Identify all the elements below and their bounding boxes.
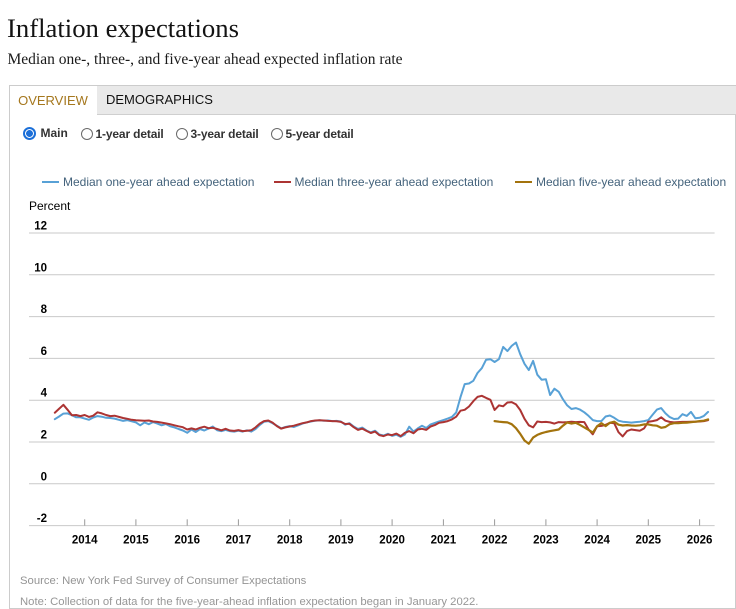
svg-text:-2: -2 bbox=[37, 513, 47, 525]
svg-text:2015: 2015 bbox=[123, 535, 149, 547]
svg-text:2022: 2022 bbox=[482, 535, 508, 547]
svg-text:8: 8 bbox=[41, 304, 48, 316]
svg-text:2020: 2020 bbox=[379, 535, 405, 547]
svg-text:2014: 2014 bbox=[72, 535, 98, 547]
svg-text:2016: 2016 bbox=[174, 535, 200, 547]
svg-text:12: 12 bbox=[34, 221, 47, 233]
svg-text:2019: 2019 bbox=[328, 535, 354, 547]
svg-text:2025: 2025 bbox=[636, 535, 662, 547]
svg-text:2021: 2021 bbox=[431, 535, 457, 547]
svg-text:2026: 2026 bbox=[687, 535, 713, 547]
svg-text:0: 0 bbox=[41, 471, 47, 483]
svg-text:2017: 2017 bbox=[226, 535, 252, 547]
svg-text:Percent: Percent bbox=[29, 199, 71, 213]
svg-text:2: 2 bbox=[41, 430, 47, 442]
svg-text:2018: 2018 bbox=[277, 535, 303, 547]
svg-text:4: 4 bbox=[41, 388, 48, 400]
svg-text:2024: 2024 bbox=[584, 535, 610, 547]
svg-text:2023: 2023 bbox=[533, 535, 559, 547]
svg-text:10: 10 bbox=[34, 262, 47, 274]
svg-text:6: 6 bbox=[41, 346, 47, 358]
